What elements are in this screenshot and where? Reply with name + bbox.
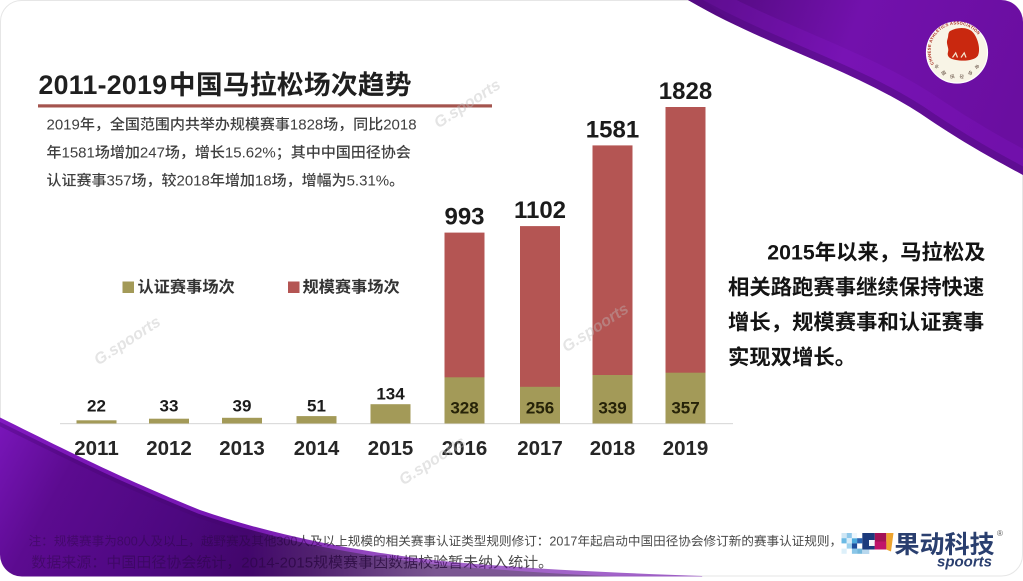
svg-text:2018: 2018: [590, 437, 636, 460]
svg-text:256: 256: [526, 399, 554, 418]
svg-text:2016: 2016: [442, 437, 488, 460]
svg-text:22: 22: [87, 397, 106, 416]
svg-text:800: 800: [117, 535, 138, 549]
svg-text:33: 33: [160, 397, 179, 416]
svg-text:2015: 2015: [767, 241, 815, 265]
svg-text:993: 993: [444, 204, 484, 231]
svg-text:2014-2015: 2014-2015: [241, 555, 313, 572]
svg-text:1581: 1581: [586, 116, 639, 143]
svg-text:51: 51: [307, 397, 326, 416]
svg-text:1581: 1581: [62, 145, 95, 162]
svg-text:2011-2019: 2011-2019: [39, 70, 168, 100]
svg-text:2018: 2018: [383, 117, 416, 134]
svg-text:2019: 2019: [47, 117, 80, 134]
svg-text:1102: 1102: [514, 197, 566, 224]
svg-text:328: 328: [450, 399, 478, 418]
svg-text:2012: 2012: [146, 437, 192, 460]
svg-text:39: 39: [233, 397, 252, 416]
svg-text:339: 339: [598, 399, 626, 418]
svg-text:357: 357: [671, 399, 699, 418]
svg-text:5.31%: 5.31%: [347, 173, 390, 190]
svg-text:18: 18: [255, 173, 272, 190]
svg-text:2014: 2014: [294, 437, 340, 460]
svg-text:2017: 2017: [549, 535, 577, 549]
svg-text:spoorts: spoorts: [937, 554, 992, 571]
svg-text:1828: 1828: [659, 78, 712, 105]
svg-text:2015: 2015: [368, 437, 414, 460]
svg-text:2013: 2013: [219, 437, 265, 460]
svg-text:2019: 2019: [663, 437, 709, 460]
svg-text:247: 247: [140, 145, 165, 162]
svg-text:15.62%: 15.62%: [225, 145, 276, 162]
svg-text:2018: 2018: [177, 173, 210, 190]
svg-text:2011: 2011: [74, 437, 118, 460]
svg-text:134: 134: [376, 385, 405, 404]
svg-text:1828: 1828: [290, 117, 323, 134]
svg-text:®: ®: [997, 529, 1003, 538]
svg-text:357: 357: [107, 173, 132, 190]
svg-text:2017: 2017: [517, 437, 563, 460]
svg-text:300: 300: [276, 535, 297, 549]
